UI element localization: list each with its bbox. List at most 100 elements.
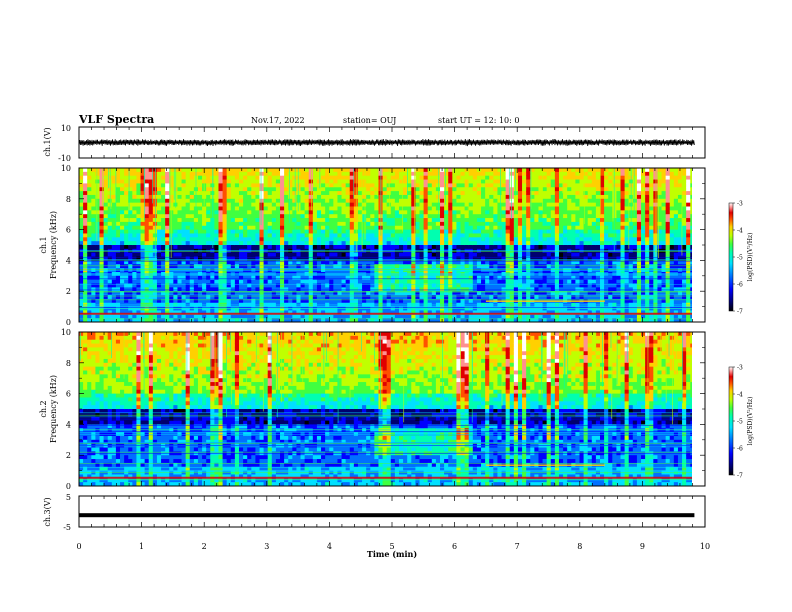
spectrogram-cell xyxy=(304,206,310,211)
spectrogram-cell xyxy=(394,214,400,219)
spectrogram-cell xyxy=(448,264,453,269)
spectrogram-cell xyxy=(156,314,162,319)
spectrogram-cell xyxy=(468,295,474,300)
spectrogram-cell xyxy=(464,314,470,319)
spectrogram-cell xyxy=(181,214,187,219)
spectrogram-cell xyxy=(353,214,359,219)
spectrogram-cell xyxy=(173,298,178,304)
spectrogram-cell xyxy=(509,206,515,211)
spectrogram-cell xyxy=(247,248,252,254)
ch1-ytick-top: 10 xyxy=(61,124,71,133)
spectrogram-cell xyxy=(177,218,182,223)
spectrogram-cell xyxy=(83,233,88,238)
spectrogram-cell xyxy=(165,279,170,284)
spectrogram-cell xyxy=(308,229,314,234)
spectrogram-cell xyxy=(444,229,449,234)
spectrogram-cell xyxy=(374,218,379,223)
spectrogram-cell xyxy=(472,194,478,200)
spectrogram-cell xyxy=(554,183,560,188)
spectrogram-cell xyxy=(554,210,560,215)
spectrogram-cell xyxy=(468,187,474,192)
spectrogram-cell xyxy=(308,194,314,200)
spectrogram-cell xyxy=(444,279,449,284)
spectrogram-cell xyxy=(267,233,273,238)
spectrogram-cell xyxy=(427,225,433,230)
spectrogram-cell xyxy=(366,191,371,196)
spectrogram-cell xyxy=(398,194,404,200)
spectrogram-cell xyxy=(284,237,289,242)
spectrogram-cell xyxy=(362,264,367,269)
spectrogram-cell xyxy=(522,283,527,288)
spectrogram-cell xyxy=(542,287,548,292)
spectrogram-cell xyxy=(308,298,314,304)
spectrogram-cell xyxy=(87,248,92,254)
spectrogram-cell xyxy=(292,283,297,288)
spectrogram-cell xyxy=(427,214,433,219)
spectrogram-cell xyxy=(464,245,470,250)
spectrogram-cell xyxy=(144,206,150,211)
spectrogram-cell xyxy=(132,221,137,227)
spectrogram-cell xyxy=(263,287,269,292)
spectrogram-cell xyxy=(251,310,256,315)
spectrogram-cell xyxy=(526,198,531,204)
spectrogram-cell xyxy=(321,168,326,173)
spectrogram-cell xyxy=(243,275,248,281)
spectrogram-cell xyxy=(288,283,293,288)
spectrogram-cell xyxy=(304,283,310,288)
spectrogram-cell xyxy=(431,218,437,223)
spectrogram-cell xyxy=(226,233,232,238)
spectrogram-cell xyxy=(210,298,215,304)
spectrogram-cell xyxy=(140,245,146,250)
spectrogram-cell xyxy=(103,279,109,284)
spectrogram-cell xyxy=(312,198,318,204)
spectrogram-cell xyxy=(468,237,474,242)
spectrogram-cell xyxy=(107,233,113,238)
spectrogram-cell xyxy=(456,314,461,319)
spectrogram-cell xyxy=(165,187,170,192)
spectrogram-cell xyxy=(345,241,351,246)
spectrogram-cell xyxy=(497,183,502,188)
spectrogram-cell xyxy=(513,175,519,180)
spectrogram-cell xyxy=(509,248,515,254)
spectrogram-cell xyxy=(148,183,154,188)
spectrogram-cell xyxy=(456,256,461,261)
spectrogram-cell xyxy=(177,233,182,238)
spectrogram-cell xyxy=(251,191,256,196)
spectrogram-cell xyxy=(398,237,404,242)
spectrogram-cell xyxy=(185,314,191,319)
spectrogram-cell xyxy=(103,179,109,184)
spectrogram-cell xyxy=(423,283,429,288)
spectrogram-cell xyxy=(230,248,236,254)
spectrogram-cell xyxy=(238,295,244,300)
spectrogram-cell xyxy=(206,287,211,292)
spectrogram-cell xyxy=(349,318,355,322)
spectrogram-cell xyxy=(189,191,195,196)
spectrogram-cell xyxy=(132,252,137,257)
spectrogram-cell xyxy=(329,175,334,180)
spectrogram-cell xyxy=(247,245,252,250)
spectrogram-cell xyxy=(329,179,334,184)
spectrogram-cell xyxy=(165,283,170,288)
spectrogram-cell xyxy=(148,187,154,192)
spectrogram-cell xyxy=(398,171,404,177)
spectrogram-cell xyxy=(243,183,248,188)
spectrogram-cell xyxy=(329,275,334,281)
spectrogram-cell xyxy=(546,183,552,188)
spectrogram-cell xyxy=(255,206,260,211)
spectrogram-cell xyxy=(538,260,543,265)
spectrogram-cell xyxy=(370,168,375,173)
spectrogram-cell xyxy=(370,221,375,227)
spectrogram-cell xyxy=(382,187,388,192)
spectrogram-cell xyxy=(517,179,523,184)
spectrogram-cell xyxy=(341,233,347,238)
spectrogram-cell xyxy=(79,279,84,284)
spectrogram-cell xyxy=(530,256,535,261)
spectrogram-cell xyxy=(476,310,482,315)
spectrogram-cell xyxy=(169,298,174,304)
spectrogram-cell xyxy=(550,318,556,322)
spectrogram-cell xyxy=(308,179,314,184)
spectrogram-cell xyxy=(83,179,88,184)
spectrogram-cell xyxy=(230,233,236,238)
spectrogram-cell xyxy=(489,314,494,319)
spectrogram-cell xyxy=(124,202,129,207)
